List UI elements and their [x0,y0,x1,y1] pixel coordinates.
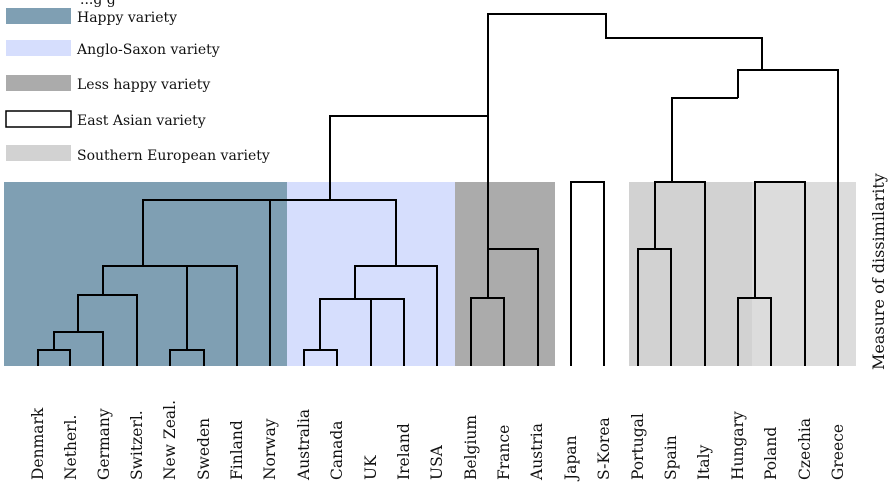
country-label: Portugal [629,413,647,480]
country-label: Czechia [796,418,814,480]
band-happy-variety [4,182,287,366]
country-label: UK [362,455,380,480]
country-label: Australia [295,409,313,481]
legend-label-anglo-saxon: Anglo-Saxon variety [76,42,220,58]
legend-label-less-happy: Less happy variety [77,77,210,93]
country-label: New Zeal. [161,400,179,480]
legend-label-east-asian: East Asian variety [77,113,206,129]
band-southern-european-variety [629,182,752,366]
legend-swatch-east-asian [5,110,72,128]
legend: ...g g Happy variety Anglo-Saxon variety… [5,0,270,164]
country-label: Poland [762,427,780,480]
country-label: S-Korea [595,417,613,480]
legend-title-fragment: ...g g [80,0,116,8]
country-label: Netherl. [62,415,80,480]
legend-swatch-southern-european [6,145,71,161]
country-label: Hungary [729,411,747,480]
country-label: Austria [528,423,546,481]
country-label: Denmark [29,407,47,480]
country-label: Germany [95,408,113,480]
country-label: Switzerl. [128,410,146,480]
country-label: USA [428,444,446,480]
country-label: France [495,425,513,480]
legend-swatch-happy [6,8,71,24]
country-label: Ireland [395,423,413,480]
legend-swatch-anglo-saxon [6,40,71,56]
dendrogram-links [37,13,839,366]
country-label: Canada [328,421,346,481]
country-label: Italy [695,444,713,480]
country-label: Finland [228,420,246,480]
country-label: Spain [662,435,680,480]
country-label: Belgium [462,415,480,480]
legend-label-happy: Happy variety [77,10,177,26]
y-axis-label: Measure of dissimilarity [869,173,888,370]
legend-swatch-less-happy [6,75,71,91]
country-label: Norway [261,418,279,480]
country-labels: Denmark Netherl. Germany Switzerl. New Z… [29,400,847,482]
country-label: Japan [562,435,580,482]
country-label: Greece [829,424,847,480]
legend-label-southern-european: Southern European variety [77,148,270,164]
country-label: Sweden [195,418,213,480]
